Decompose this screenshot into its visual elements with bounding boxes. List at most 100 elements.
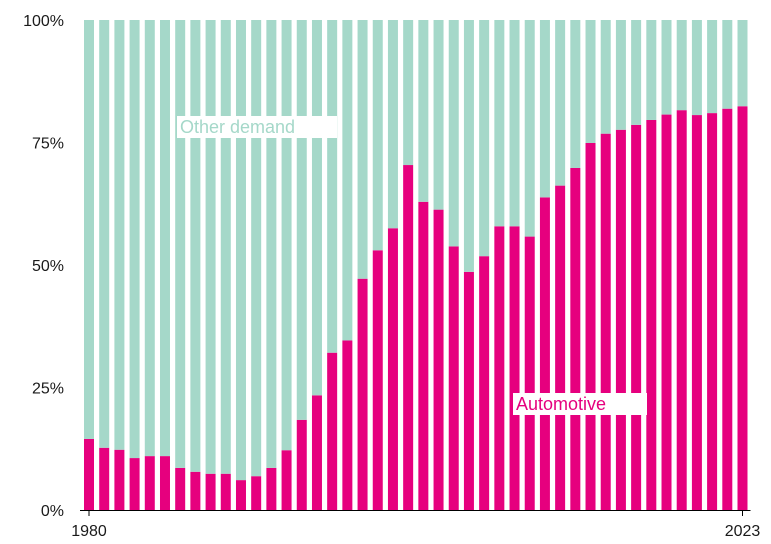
bar-other-demand-1998 (357, 20, 368, 279)
y-tick-label: 100% (23, 13, 64, 30)
y-tick-label: 0% (41, 503, 64, 520)
bar-automotive-1986 (175, 467, 186, 510)
bar-other-demand-2014 (600, 20, 611, 134)
x-tick-label: 1980 (71, 523, 107, 540)
bar-automotive-2019 (676, 110, 687, 510)
bar-automotive-1989 (220, 473, 231, 510)
bar-automotive-2022 (722, 108, 733, 510)
bar-automotive-2010 (539, 197, 550, 510)
bar-automotive-1983 (129, 458, 140, 510)
bar-other-demand-2006 (479, 20, 490, 257)
bar-automotive-2017 (646, 119, 657, 511)
bar-automotive-1990 (235, 480, 246, 510)
bar-other-demand-1984 (144, 20, 155, 457)
x-axis-ticks: 1980 2023 (71, 510, 760, 540)
series-label-other-demand: Other demand (180, 117, 295, 137)
bar-other-demand-1983 (129, 20, 140, 459)
bar-group (84, 20, 748, 511)
bar-automotive-2011 (555, 185, 566, 510)
bar-automotive-1987 (190, 471, 201, 510)
bar-other-demand-1981 (99, 20, 110, 448)
bar-other-demand-1985 (159, 20, 170, 457)
bar-other-demand-1992 (266, 20, 277, 468)
bar-automotive-2000 (387, 228, 398, 510)
bar-automotive-1982 (114, 449, 125, 510)
bar-other-demand-1990 (235, 20, 246, 481)
bar-automotive-2006 (479, 256, 490, 510)
bar-other-demand-2011 (555, 20, 566, 186)
bar-automotive-2004 (448, 246, 459, 510)
bar-automotive-2020 (691, 115, 702, 510)
bar-other-demand-2002 (418, 20, 429, 202)
bar-other-demand-2000 (387, 20, 398, 229)
bar-other-demand-2023 (737, 20, 748, 107)
bar-automotive-2023 (737, 106, 748, 511)
y-tick-label: 50% (32, 258, 64, 275)
bar-automotive-2015 (615, 129, 626, 510)
bar-automotive-2005 (463, 271, 474, 510)
bar-other-demand-1994 (296, 20, 307, 420)
bar-other-demand-2022 (722, 20, 733, 109)
bar-automotive-2021 (707, 113, 718, 510)
bar-other-demand-2016 (631, 20, 642, 125)
bar-automotive-1980 (84, 438, 94, 510)
bar-other-demand-2010 (539, 20, 550, 198)
bar-other-demand-1982 (114, 20, 125, 450)
y-axis-ticks: 0% 25% 50% 75% 100% (23, 13, 64, 520)
bar-automotive-1994 (296, 419, 307, 510)
bar-other-demand-2013 (585, 20, 596, 143)
bar-other-demand-1991 (251, 20, 262, 477)
series-labels: Other demand Automotive (177, 116, 647, 415)
bar-other-demand-1980 (84, 20, 94, 439)
bar-other-demand-1989 (220, 20, 231, 474)
bar-automotive-1993 (281, 450, 292, 510)
bar-automotive-1998 (357, 278, 368, 510)
bar-automotive-1988 (205, 473, 216, 510)
bar-other-demand-1997 (342, 20, 353, 341)
bar-other-demand-1993 (281, 20, 292, 451)
bar-automotive-2007 (494, 226, 505, 511)
bar-other-demand-2021 (707, 20, 718, 114)
bar-automotive-2008 (509, 226, 520, 511)
bar-automotive-2009 (524, 236, 535, 510)
x-tick-label: 2023 (725, 523, 761, 540)
bar-automotive-2014 (600, 133, 611, 510)
bar-other-demand-1996 (327, 20, 338, 353)
bar-other-demand-1987 (190, 20, 201, 472)
series-label-other-demand-background (177, 116, 337, 138)
bar-other-demand-1999 (372, 20, 383, 251)
bar-other-demand-1995 (311, 20, 322, 396)
bar-other-demand-2020 (691, 20, 702, 116)
bar-automotive-1991 (251, 476, 262, 510)
bar-other-demand-2004 (448, 20, 459, 247)
bar-automotive-1996 (327, 352, 338, 510)
y-tick-label: 25% (32, 381, 64, 398)
bar-other-demand-2012 (570, 20, 581, 168)
bar-other-demand-1986 (175, 20, 186, 468)
bar-automotive-2012 (570, 167, 581, 511)
bar-other-demand-2007 (494, 20, 505, 227)
bar-other-demand-1988 (205, 20, 216, 474)
bar-automotive-2001 (403, 165, 414, 511)
bar-other-demand-2001 (403, 20, 414, 166)
series-label-automotive-background (513, 393, 647, 415)
bar-automotive-2003 (433, 209, 444, 510)
bar-other-demand-2003 (433, 20, 444, 210)
bar-automotive-1995 (311, 395, 322, 510)
bar-other-demand-2017 (646, 20, 657, 120)
bar-other-demand-2015 (615, 20, 626, 130)
bar-automotive-1985 (159, 456, 170, 510)
series-label-automotive: Automotive (516, 394, 606, 414)
bar-automotive-2018 (661, 114, 672, 510)
bar-other-demand-2008 (509, 20, 520, 227)
bar-automotive-1981 (99, 447, 110, 510)
bar-automotive-1984 (144, 456, 155, 510)
bar-other-demand-2005 (463, 20, 474, 272)
bar-other-demand-2018 (661, 20, 672, 115)
bar-automotive-1997 (342, 340, 353, 510)
bar-automotive-2013 (585, 142, 596, 511)
bar-automotive-1999 (372, 250, 383, 511)
bar-automotive-1992 (266, 467, 277, 510)
bar-other-demand-2009 (524, 20, 535, 237)
